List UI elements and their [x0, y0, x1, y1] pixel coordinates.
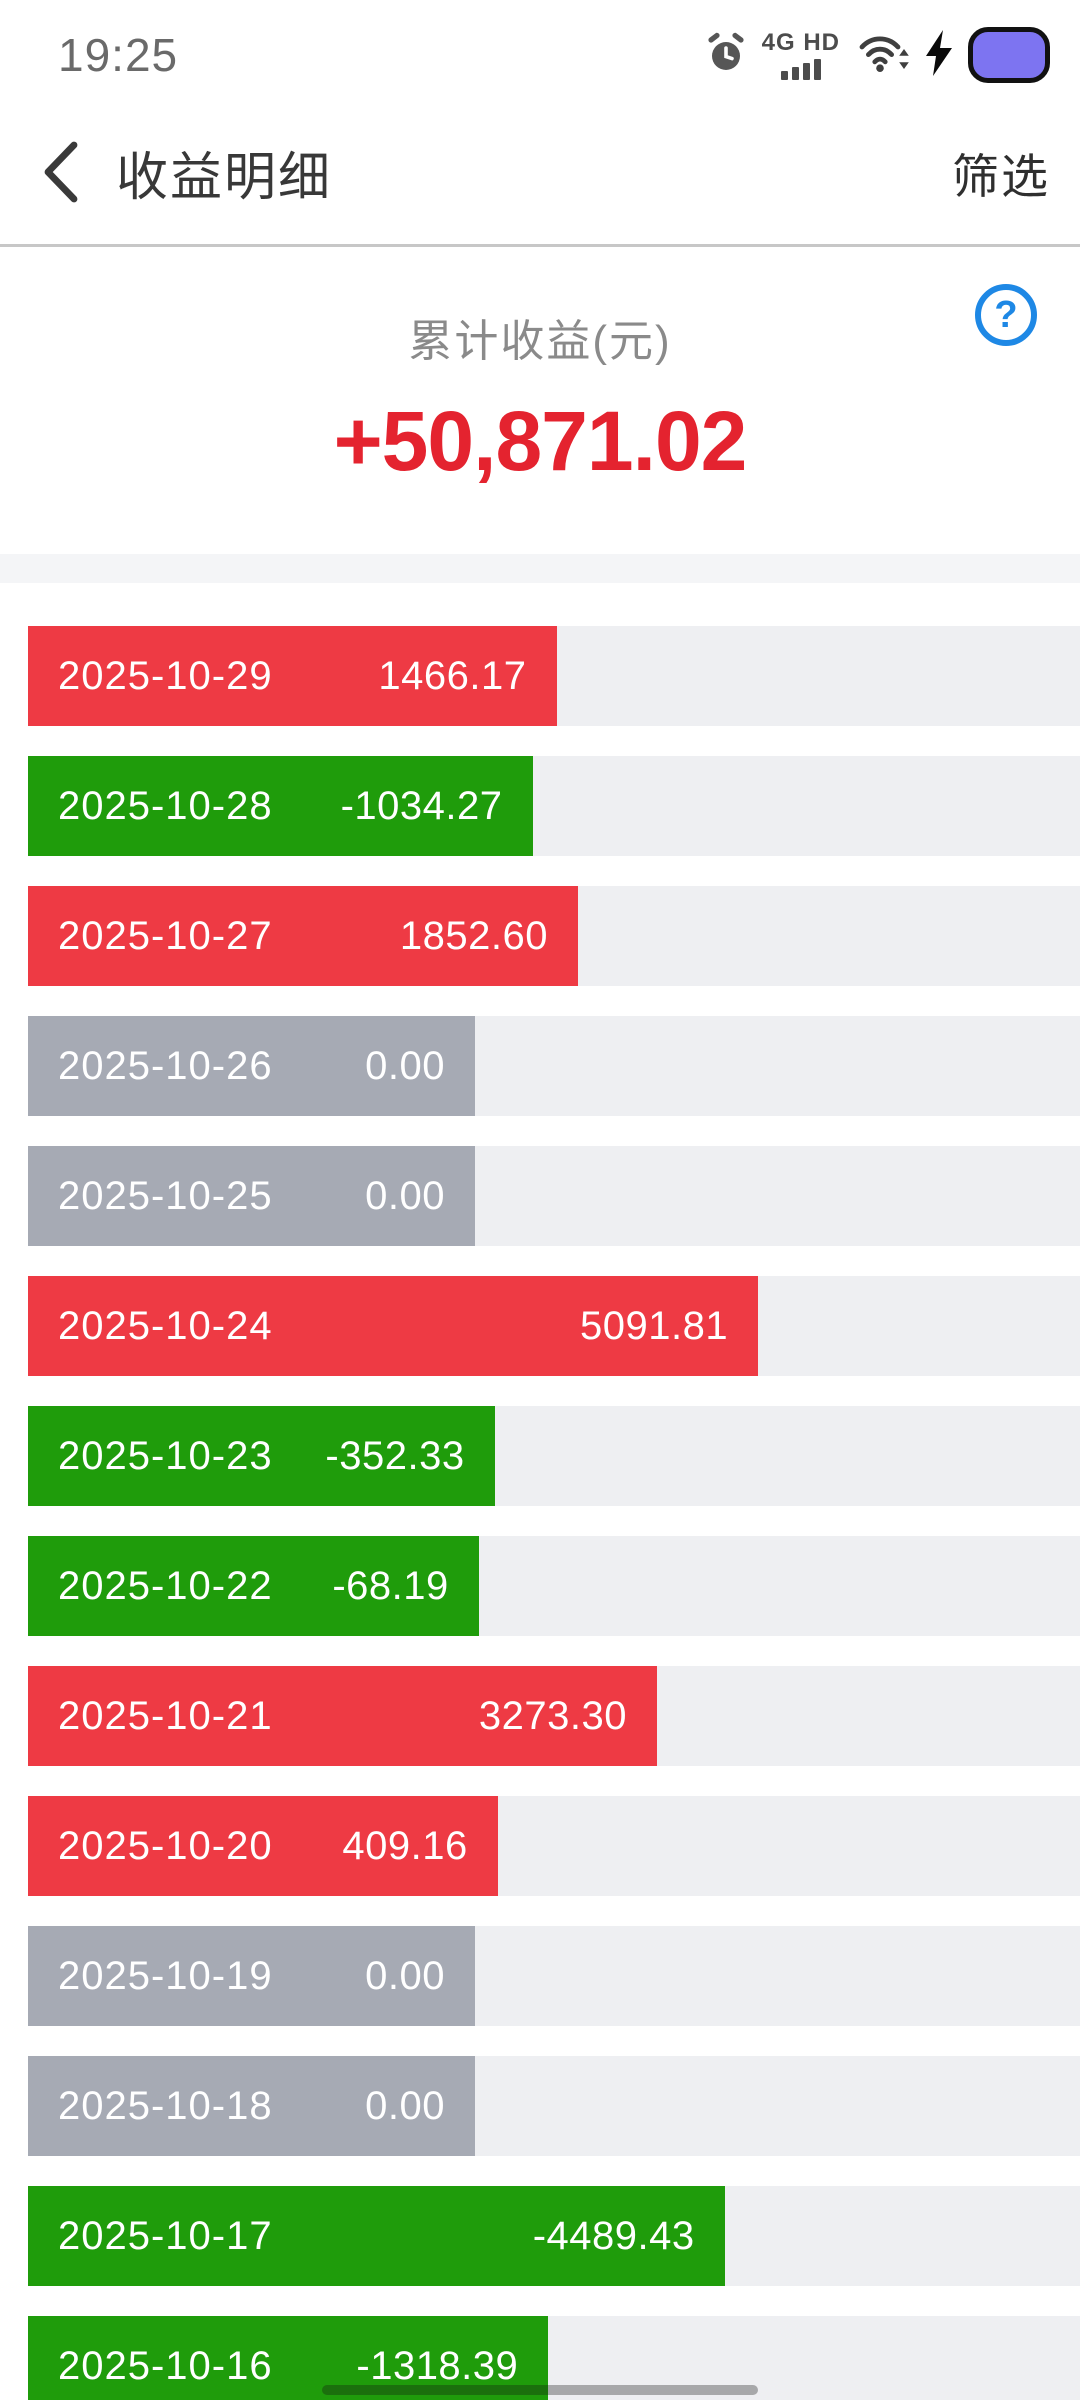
profit-bar-track: 2025-10-17 -4489.43 — [28, 2186, 1080, 2286]
profit-row[interactable]: 2025-10-23 -352.33 — [0, 1406, 1080, 1506]
profit-row[interactable]: 2025-10-20 409.16 — [0, 1796, 1080, 1896]
bar-value-label: 3273.30 — [478, 1693, 627, 1738]
cumulative-profit-label: 累计收益(元) — [408, 317, 672, 366]
help-question-icon[interactable]: ? — [975, 284, 1037, 346]
page-title: 收益明细 — [116, 148, 333, 207]
profit-bar-track: 2025-10-18 0.00 — [28, 2056, 1080, 2156]
profit-row[interactable]: 2025-10-24 5091.81 — [0, 1276, 1080, 1376]
alarm-clock-icon — [706, 31, 746, 80]
profit-bar: 2025-10-20 409.16 — [28, 1796, 498, 1896]
bar-date-label: 2025-10-27 — [58, 913, 273, 958]
profit-bar: 2025-10-18 0.00 — [28, 2056, 475, 2156]
bar-date-label: 2025-10-29 — [58, 653, 273, 698]
profit-row[interactable]: 2025-10-27 1852.60 — [0, 886, 1080, 986]
profit-bar-track: 2025-10-26 0.00 — [28, 1016, 1080, 1116]
bar-value-label: -1034.27 — [340, 783, 503, 828]
network-type-label: 4G HD — [761, 28, 840, 56]
profit-bar: 2025-10-27 1852.60 — [28, 886, 578, 986]
status-bar: 19:25 4G HD — [0, 0, 1080, 100]
chevron-left-icon — [44, 141, 78, 203]
bar-value-label: 5091.81 — [580, 1303, 729, 1348]
battery-icon — [968, 27, 1050, 83]
bar-date-label: 2025-10-21 — [58, 1693, 273, 1738]
bar-date-label: 2025-10-18 — [58, 2083, 273, 2128]
bar-date-label: 2025-10-17 — [58, 2213, 273, 2258]
profit-row[interactable]: 2025-10-28 -1034.27 — [0, 756, 1080, 856]
bar-date-label: 2025-10-16 — [58, 2343, 273, 2388]
bar-value-label: -352.33 — [325, 1433, 465, 1478]
bar-date-label: 2025-10-22 — [58, 1563, 273, 1608]
profit-bar-track: 2025-10-27 1852.60 — [28, 886, 1080, 986]
profit-row[interactable]: 2025-10-29 1466.17 — [0, 626, 1080, 726]
profit-row[interactable]: 2025-10-19 0.00 — [0, 1926, 1080, 2026]
network-indicator: 4G HD — [761, 28, 840, 80]
profit-bar: 2025-10-23 -352.33 — [28, 1406, 495, 1506]
bar-date-label: 2025-10-26 — [58, 1043, 273, 1088]
bar-value-label: -1318.39 — [356, 2343, 519, 2388]
bar-value-label: 1466.17 — [378, 653, 527, 698]
profit-row[interactable]: 2025-10-16 -1318.39 — [0, 2316, 1080, 2400]
nav-bar: 收益明细 筛选 — [0, 100, 1080, 247]
profit-bar: 2025-10-29 1466.17 — [28, 626, 557, 726]
profit-bar-track: 2025-10-20 409.16 — [28, 1796, 1080, 1896]
profit-bar: 2025-10-26 0.00 — [28, 1016, 475, 1116]
profit-bar-track: 2025-10-16 -1318.39 — [28, 2316, 1080, 2400]
bar-value-label: 0.00 — [365, 1173, 445, 1218]
profit-bar-track: 2025-10-21 3273.30 — [28, 1666, 1080, 1766]
profit-bar-track: 2025-10-24 5091.81 — [28, 1276, 1080, 1376]
bar-value-label: 409.16 — [342, 1823, 468, 1868]
bar-date-label: 2025-10-20 — [58, 1823, 273, 1868]
gesture-handle[interactable] — [322, 2385, 758, 2395]
profit-row[interactable]: 2025-10-26 0.00 — [0, 1016, 1080, 1116]
profit-bar-track: 2025-10-23 -352.33 — [28, 1406, 1080, 1506]
signal-bars-icon — [780, 58, 821, 80]
bar-value-label: 0.00 — [365, 1043, 445, 1088]
bar-date-label: 2025-10-24 — [58, 1303, 273, 1348]
bar-value-label: 0.00 — [365, 1953, 445, 1998]
bar-date-label: 2025-10-23 — [58, 1433, 273, 1478]
bar-value-label: 1852.60 — [399, 913, 548, 958]
profit-bar: 2025-10-16 -1318.39 — [28, 2316, 549, 2400]
filter-button[interactable]: 筛选 — [952, 149, 1050, 203]
profit-bar: 2025-10-21 3273.30 — [28, 1666, 657, 1766]
profit-row[interactable]: 2025-10-18 0.00 — [0, 2056, 1080, 2156]
profit-bar-list: 2025-10-29 1466.17 2025-10-28 -1034.27 2… — [0, 626, 1080, 2400]
clock-text: 19:25 — [58, 29, 179, 81]
profit-bar: 2025-10-22 -68.19 — [28, 1536, 479, 1636]
list-top-gap — [0, 583, 1080, 626]
profit-bar-track: 2025-10-19 0.00 — [28, 1926, 1080, 2026]
profit-bar-track: 2025-10-22 -68.19 — [28, 1536, 1080, 1636]
profit-bar: 2025-10-17 -4489.43 — [28, 2186, 725, 2286]
profit-bar-track: 2025-10-29 1466.17 — [28, 626, 1080, 726]
bar-value-label: -4489.43 — [532, 2213, 695, 2258]
profit-row[interactable]: 2025-10-22 -68.19 — [0, 1536, 1080, 1636]
profit-bar: 2025-10-19 0.00 — [28, 1926, 475, 2026]
profit-bar: 2025-10-25 0.00 — [28, 1146, 475, 1246]
cumulative-profit-value: +50,871.02 — [333, 394, 748, 488]
bar-date-label: 2025-10-28 — [58, 783, 273, 828]
profit-row[interactable]: 2025-10-21 3273.30 — [0, 1666, 1080, 1766]
profit-row[interactable]: 2025-10-17 -4489.43 — [0, 2186, 1080, 2286]
bar-value-label: -68.19 — [332, 1563, 449, 1608]
profit-bar: 2025-10-24 5091.81 — [28, 1276, 759, 1376]
bar-value-label: 0.00 — [365, 2083, 445, 2128]
back-button[interactable] — [40, 141, 82, 203]
section-divider — [0, 554, 1080, 583]
profit-bar-track: 2025-10-28 -1034.27 — [28, 756, 1080, 856]
bar-date-label: 2025-10-25 — [58, 1173, 273, 1218]
wifi-icon — [858, 31, 910, 80]
profit-bar-track: 2025-10-25 0.00 — [28, 1146, 1080, 1246]
charging-bolt-icon — [926, 29, 952, 81]
profit-row[interactable]: 2025-10-25 0.00 — [0, 1146, 1080, 1246]
bar-date-label: 2025-10-19 — [58, 1953, 273, 1998]
profit-bar: 2025-10-28 -1034.27 — [28, 756, 533, 856]
status-icons: 4G HD — [706, 27, 1050, 83]
summary-section: 累计收益(元) +50,871.02 ? — [0, 250, 1080, 554]
